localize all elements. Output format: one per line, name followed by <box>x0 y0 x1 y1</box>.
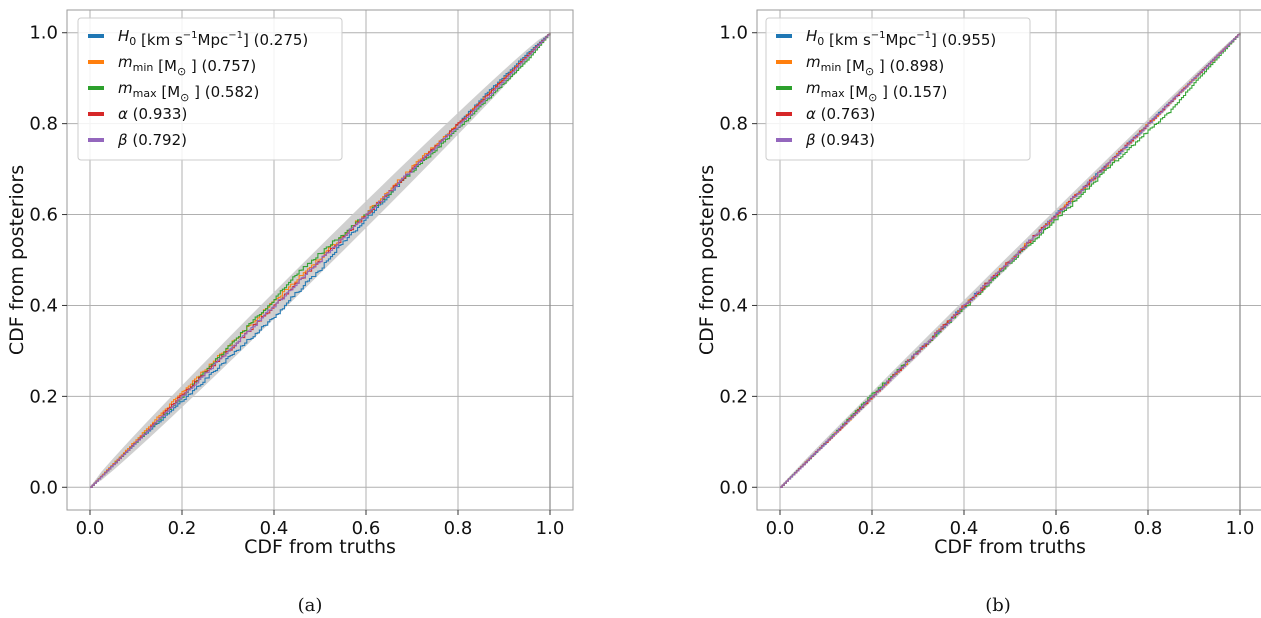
y-axis-label: CDF from posteriors <box>6 165 28 355</box>
x-tick-label: 1.0 <box>536 518 565 539</box>
legend-label-H0: H0 [km s−1Mpc−1] (0.275) <box>118 27 308 49</box>
legend-box <box>765 17 1031 161</box>
x-axis-label: CDF from truths <box>244 536 396 558</box>
legend-label-mmax: mmax [M⊙ ] (0.582) <box>118 79 259 104</box>
y-tick-label: 0.6 <box>29 205 58 226</box>
y-tick-label: 0.6 <box>719 205 748 226</box>
panel-caption: (b) <box>985 595 1011 616</box>
y-axis-label: CDF from posteriors <box>696 165 718 355</box>
legend-label-mmin: mmin [M⊙ ] (0.757) <box>118 53 256 78</box>
x-tick-label: 0.4 <box>950 518 979 539</box>
x-tick-label: 1.0 <box>1226 518 1255 539</box>
plot-area <box>66 9 574 511</box>
panel-caption: (a) <box>298 595 323 616</box>
legend-label-alpha: α (0.933) <box>118 105 187 123</box>
y-tick-label: 0.0 <box>29 477 58 498</box>
panel-a: 0.0 0.2 0.4 0.6 0.8 1.0 0.0 0.2 0.4 0.6 0.8 1.0 CDF … <box>6 9 574 616</box>
series-line-beta <box>780 32 1241 488</box>
y-tick-label: 0.8 <box>719 114 748 135</box>
x-axis-label: CDF from truths <box>934 536 1086 558</box>
x-tick-label: 0.6 <box>1042 518 1071 539</box>
series-line-mmax <box>780 32 1241 488</box>
y-tick-label: 1.0 <box>29 23 58 44</box>
legend-box <box>77 17 343 161</box>
legend-label-beta: β (0.943) <box>805 131 875 149</box>
legend: H0 [km s−1Mpc−1] (0.275) mmin [M⊙ ] (0.75… <box>77 17 343 161</box>
legend-label-H0: H0 [km s−1Mpc−1] (0.955) <box>806 27 996 49</box>
legend-label-alpha: α (0.763) <box>806 105 875 123</box>
legend: H0 [km s−1Mpc−1] (0.955) mmin [M⊙ ] (0.89… <box>765 17 1031 161</box>
plot-area <box>756 9 1261 511</box>
y-tick-label: 1.0 <box>719 23 748 44</box>
x-tick-label: 0.8 <box>444 518 473 539</box>
y-tick-label: 0.4 <box>29 295 58 316</box>
legend-label-beta: β (0.792) <box>117 131 187 149</box>
x-tick-label: 0.4 <box>260 518 289 539</box>
y-tick-label: 0.8 <box>29 114 58 135</box>
x-tick-label: 0.0 <box>766 518 795 539</box>
legend-label-mmin: mmin [M⊙ ] (0.898) <box>806 53 944 78</box>
x-tick-label: 0.2 <box>858 518 887 539</box>
series-line-beta <box>90 32 551 488</box>
y-tick-label: 0.0 <box>719 477 748 498</box>
x-tick-label: 0.8 <box>1134 518 1163 539</box>
legend-label-mmax: mmax [M⊙ ] (0.157) <box>806 79 947 104</box>
y-tick-label: 0.2 <box>719 386 748 407</box>
x-tick-label: 0.6 <box>352 518 381 539</box>
x-tick-label: 0.2 <box>168 518 197 539</box>
y-tick-label: 0.2 <box>29 386 58 407</box>
x-tick-label: 0.0 <box>76 518 105 539</box>
panel-b: 0.0 0.2 0.4 0.6 0.8 1.0 0.0 0.2 0.4 0.6 0.8 1.0 CDF … <box>696 9 1261 616</box>
y-tick-label: 0.4 <box>719 295 748 316</box>
